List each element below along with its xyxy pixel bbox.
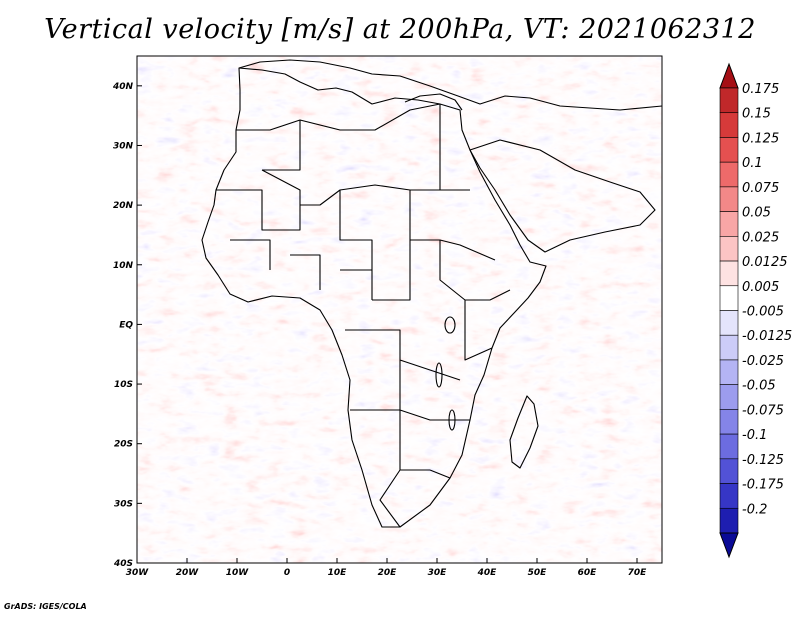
colorbar-label: 0.15 <box>742 107 771 122</box>
colorbar-swatch <box>719 409 739 435</box>
lon-tick-label: 20E <box>378 568 398 578</box>
colorbar-label: -0.2 <box>742 502 767 517</box>
colorbar-label: 0.1 <box>742 156 763 171</box>
colorbar-label: 0.005 <box>742 280 779 295</box>
colorbar-swatch <box>719 137 739 163</box>
axis-ticks: 30W 20W 10W 0 10E 20E 30E 40E 50E 60E 70E 40N 30N 20N… <box>112 82 647 578</box>
colorbar-swatch <box>719 260 739 287</box>
colorbar-swatch <box>719 483 739 509</box>
lat-tick-label: 10N <box>113 261 134 271</box>
colorbar-label: -0.0125 <box>742 329 792 344</box>
colorbar-label: -0.05 <box>742 379 776 394</box>
grads-credit: GrADS: IGES/COLA <box>4 602 87 611</box>
lon-tick-label: 30W <box>126 568 150 578</box>
lat-tick-label: 40N <box>112 82 134 92</box>
lon-tick-label: 10E <box>328 568 348 578</box>
lat-tick-label: 30N <box>113 141 134 151</box>
colorbar-swatch <box>719 161 739 188</box>
colorbar-label: 0.125 <box>742 131 779 146</box>
colorbar-label: 0.175 <box>742 82 779 97</box>
lon-tick-label: 30E <box>428 568 448 578</box>
colorbar-label: 0.05 <box>742 206 771 221</box>
lon-tick-label: 60E <box>578 568 598 578</box>
colorbar-label: -0.175 <box>742 478 784 493</box>
colorbar-swatch <box>719 507 739 534</box>
colorbar-swatch <box>719 87 739 114</box>
colorbar-label: -0.005 <box>742 305 784 320</box>
colorbar-label: -0.125 <box>742 453 784 468</box>
lon-tick-label: 10W <box>226 568 250 578</box>
lat-tick-label: 20N <box>113 201 134 211</box>
colorbar-label: 0.025 <box>742 230 779 245</box>
colorbar-label: -0.075 <box>742 403 784 418</box>
colorbar-swatch <box>719 384 739 410</box>
colorbar-bottom-arrow <box>719 532 739 559</box>
lon-tick-label: 40E <box>477 568 498 578</box>
colorbar-swatch <box>719 112 739 138</box>
lat-tick-label: EQ <box>119 320 133 330</box>
colorbar-label: -0.025 <box>742 354 784 369</box>
colorbar-swatch <box>719 285 739 311</box>
colorbar-swatch <box>719 211 739 237</box>
colorbar-swatch <box>719 334 739 361</box>
colorbar-swatch <box>719 359 739 385</box>
plot-frame <box>136 55 663 564</box>
lon-tick-label: 20W <box>176 568 200 578</box>
velocity-field <box>137 56 662 563</box>
chart-title: Vertical velocity [m/s] at 200hPa, VT: 2… <box>44 14 756 45</box>
colorbar-top-arrow <box>719 62 739 89</box>
colorbar-swatch <box>719 310 739 336</box>
country-borders <box>201 59 662 528</box>
lat-tick-label: 30S <box>114 499 133 509</box>
colorbar-label: 0.0125 <box>742 255 788 270</box>
lat-tick-label: 40S <box>113 559 133 569</box>
colorbar-swatch <box>719 458 739 484</box>
colorbar-swatch <box>719 186 739 212</box>
lon-tick-label: 70E <box>628 568 648 578</box>
lon-tick-label: 0 <box>284 568 290 578</box>
colorbar-swatch <box>719 236 739 262</box>
colorbar-label: -0.1 <box>742 428 767 443</box>
lat-tick-label: 20S <box>114 440 133 450</box>
colorbar: 0.175 0.15 0.125 0.1 0.075 0.05 0.025 0.0125 0.0… <box>719 62 792 559</box>
colorbar-label: 0.075 <box>742 181 779 196</box>
lat-tick-label: 10S <box>114 380 133 390</box>
lon-tick-label: 50E <box>528 568 548 578</box>
colorbar-swatch <box>719 433 739 460</box>
